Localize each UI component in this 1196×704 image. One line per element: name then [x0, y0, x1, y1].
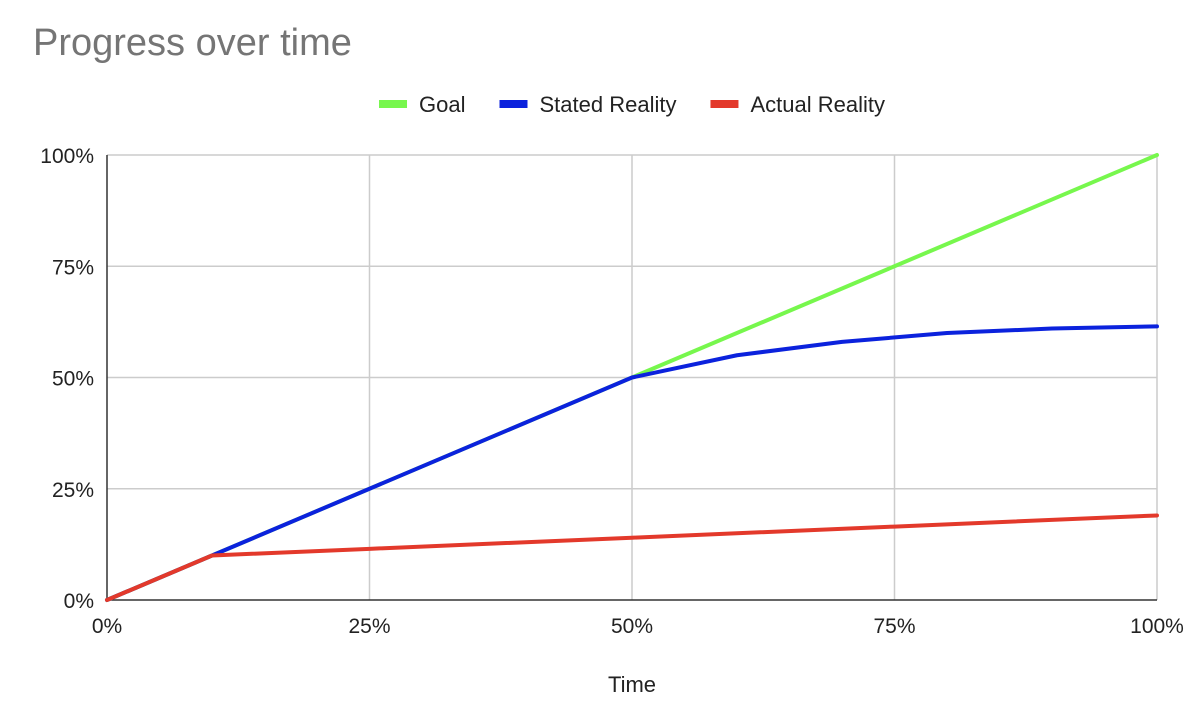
x-tick-label: 75% [873, 615, 915, 638]
legend-swatch-stated-reality [499, 100, 528, 108]
legend-label-stated-reality: Stated Reality [540, 92, 677, 117]
tick-labels: 0% 25% 50% 75% 100% 0% 25% 50% 75% 100% [40, 145, 1184, 638]
x-tick-label: 50% [611, 615, 653, 638]
y-tick-label: 100% [40, 145, 94, 168]
x-tick-label: 25% [348, 615, 390, 638]
series-line-actual-reality [105, 513, 1159, 602]
legend-label-goal: Goal [419, 92, 465, 117]
x-axis-label: Time [608, 672, 656, 697]
y-tick-label: 50% [52, 368, 94, 391]
axes [106, 155, 1157, 601]
series-lines [105, 153, 1159, 602]
y-tick-label: 75% [52, 256, 94, 279]
y-tick-label: 25% [52, 479, 94, 502]
x-tick-label: 100% [1130, 615, 1184, 638]
legend-swatch-actual-reality [710, 100, 739, 108]
series-line-stated-reality [105, 324, 1159, 602]
x-tick-label: 0% [92, 615, 122, 638]
legend-label-actual-reality: Actual Reality [750, 92, 885, 117]
legend-swatch-goal [379, 100, 408, 108]
chart-title: Progress over time [33, 22, 352, 64]
y-tick-label: 0% [64, 590, 94, 613]
legend: Goal Stated Reality Actual Reality [379, 92, 885, 117]
